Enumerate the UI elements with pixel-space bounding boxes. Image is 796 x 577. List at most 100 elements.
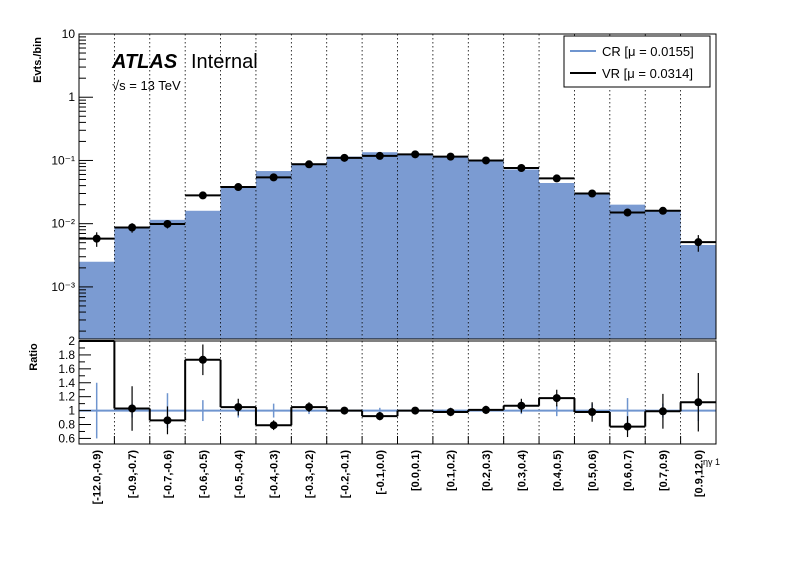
cr-bar bbox=[397, 153, 433, 339]
x-axis-label: ηγ 1 bbox=[703, 457, 720, 467]
x-tick-label: [0.7,0.9) bbox=[658, 450, 670, 491]
cr-bar bbox=[539, 182, 575, 339]
ratio-point bbox=[269, 421, 278, 430]
cr-bar bbox=[79, 261, 115, 339]
ratio-y-tick-label: 1.8 bbox=[58, 348, 75, 362]
x-tick-label: [-0.9,-0.7) bbox=[127, 450, 139, 499]
cr-bar bbox=[326, 156, 363, 339]
vr-point bbox=[623, 208, 632, 217]
vr-point bbox=[481, 156, 490, 165]
cr-bar bbox=[645, 210, 681, 339]
cr-bar bbox=[609, 204, 646, 339]
ratio-point bbox=[375, 412, 384, 421]
cr-bar bbox=[255, 171, 292, 339]
vr-point bbox=[198, 191, 207, 200]
vr-point bbox=[694, 238, 703, 247]
cr-bar bbox=[291, 163, 327, 339]
ratio-y-tick-label: 0.8 bbox=[58, 418, 75, 432]
ratio-axes bbox=[78, 340, 717, 445]
vr-point bbox=[128, 223, 137, 232]
ratio-y-tick-label: 1.6 bbox=[58, 362, 75, 376]
vr-point bbox=[517, 163, 526, 172]
x-tick-labels: [-12.0,-0.9) [-0.9,-0.7) [-0.7,-0.6) [-0.6,… bbox=[92, 450, 706, 505]
ratio-y-axis-label: Ratio bbox=[28, 343, 40, 371]
cr-bar bbox=[468, 160, 504, 339]
x-tick-label: [-0.4,-0.3) bbox=[269, 450, 281, 499]
ratio-y-tick-label: 2 bbox=[68, 334, 75, 348]
x-tick-label: [0.9,12.0) bbox=[693, 450, 705, 497]
x-tick-label: [0.0,0.1) bbox=[410, 450, 422, 491]
cr-bar bbox=[220, 187, 256, 339]
cr-bar bbox=[362, 152, 398, 339]
vr-point bbox=[588, 189, 597, 198]
x-tick-label: [0.3,0.4) bbox=[516, 450, 528, 491]
ratio-y-tick-label: 0.6 bbox=[58, 431, 75, 445]
y-tick-label: 10 bbox=[62, 27, 76, 41]
vr-point bbox=[340, 153, 349, 162]
x-tick-label: [-12.0,-0.9) bbox=[92, 450, 104, 505]
x-tick-label: [0.2,0.3) bbox=[481, 450, 493, 491]
cr-bar bbox=[149, 219, 186, 339]
x-tick-label: [-0.1,0.0) bbox=[375, 450, 387, 495]
ratio-point bbox=[163, 416, 172, 425]
ratio-point bbox=[234, 403, 243, 412]
legend: CR [μ = 0.0155] VR [μ = 0.0314] bbox=[563, 35, 711, 88]
x-tick-label: [0.1,0.2) bbox=[446, 450, 458, 491]
cr-bar bbox=[503, 169, 540, 339]
cr-bar bbox=[432, 156, 469, 339]
ratio-point bbox=[305, 403, 314, 412]
cr-histogram bbox=[79, 152, 716, 339]
ratio-point bbox=[517, 401, 526, 410]
ratio-point bbox=[481, 405, 490, 414]
ratio-y-tick-label: 1 bbox=[68, 404, 75, 418]
vr-point bbox=[305, 160, 314, 169]
x-tick-label: [-0.2,-0.1) bbox=[339, 450, 351, 499]
vr-point bbox=[163, 219, 172, 228]
vr-point bbox=[269, 173, 278, 182]
ratio-vertical-grid bbox=[113, 341, 682, 444]
y-axis-label: Evts./bin bbox=[32, 37, 44, 83]
cr-bar bbox=[185, 210, 221, 339]
cr-bar bbox=[574, 193, 610, 339]
legend-vr-label: VR [μ = 0.0314] bbox=[602, 66, 693, 81]
ratio-point bbox=[694, 398, 703, 407]
x-tick-label: [-0.5,-0.4) bbox=[233, 450, 245, 499]
cr-bar bbox=[114, 227, 150, 339]
y-tick-label: 10⁻¹ bbox=[51, 153, 75, 167]
x-tick-label: [0.5,0.6) bbox=[587, 450, 599, 491]
atlas-status: Internal bbox=[191, 51, 258, 73]
vr-point bbox=[446, 152, 455, 161]
y-tick-label: 1 bbox=[68, 90, 75, 104]
vr-histogram bbox=[79, 150, 716, 252]
x-tick-label: [-0.3,-0.2) bbox=[304, 450, 316, 499]
ratio-y-tick-labels: 0.60.811.21.41.61.82 bbox=[58, 334, 75, 445]
atlas-label: ATLAS bbox=[111, 51, 178, 73]
x-tick-label: [-0.7,-0.6) bbox=[162, 450, 174, 499]
y-tick-label: 10⁻³ bbox=[51, 280, 75, 294]
x-tick-label: [-0.6,-0.5) bbox=[198, 450, 210, 499]
ratio-point bbox=[128, 404, 137, 413]
ratio-point bbox=[340, 406, 349, 415]
energy-label: √s = 13 TeV bbox=[112, 78, 181, 93]
cr-bar bbox=[680, 245, 716, 339]
ratio-point bbox=[658, 407, 667, 416]
legend-cr-label: CR [μ = 0.0155] bbox=[602, 44, 694, 59]
ratio-point bbox=[411, 406, 420, 415]
ratio-point bbox=[552, 394, 561, 403]
ratio-y-tick-label: 1.4 bbox=[58, 376, 75, 390]
vr-point bbox=[411, 150, 420, 159]
ratio-point bbox=[198, 355, 207, 364]
vr-point bbox=[375, 151, 384, 160]
x-tick-label: [0.6,0.7) bbox=[623, 450, 635, 491]
upper-axes bbox=[78, 33, 717, 340]
vr-point bbox=[92, 234, 101, 243]
ratio-point bbox=[588, 407, 597, 416]
x-tick-label: [0.4,0.5) bbox=[552, 450, 564, 491]
ratio-point bbox=[623, 422, 632, 431]
y-tick-label: 10⁻² bbox=[51, 217, 75, 231]
upper-y-tick-labels: 10⁻³ 10⁻² 10⁻¹ 1 10 bbox=[51, 27, 75, 294]
vr-point bbox=[552, 174, 561, 183]
ratio-point bbox=[446, 407, 455, 416]
